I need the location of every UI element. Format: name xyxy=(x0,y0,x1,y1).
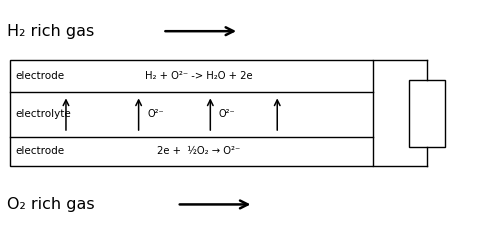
Bar xyxy=(10,60,373,166)
Text: O₂ rich gas: O₂ rich gas xyxy=(7,197,95,212)
Text: electrode: electrode xyxy=(15,146,65,156)
Text: electrode: electrode xyxy=(15,71,65,81)
Text: 2e +  ½O₂ → O²⁻: 2e + ½O₂ → O²⁻ xyxy=(157,146,240,156)
Text: electrolyte: electrolyte xyxy=(15,109,71,119)
Text: O²⁻: O²⁻ xyxy=(147,109,164,119)
Text: H₂ + O²⁻ -> H₂O + 2e: H₂ + O²⁻ -> H₂O + 2e xyxy=(145,71,252,81)
Text: O²⁻: O²⁻ xyxy=(219,109,236,119)
Text: H₂ rich gas: H₂ rich gas xyxy=(7,24,95,39)
Bar xyxy=(409,80,445,147)
